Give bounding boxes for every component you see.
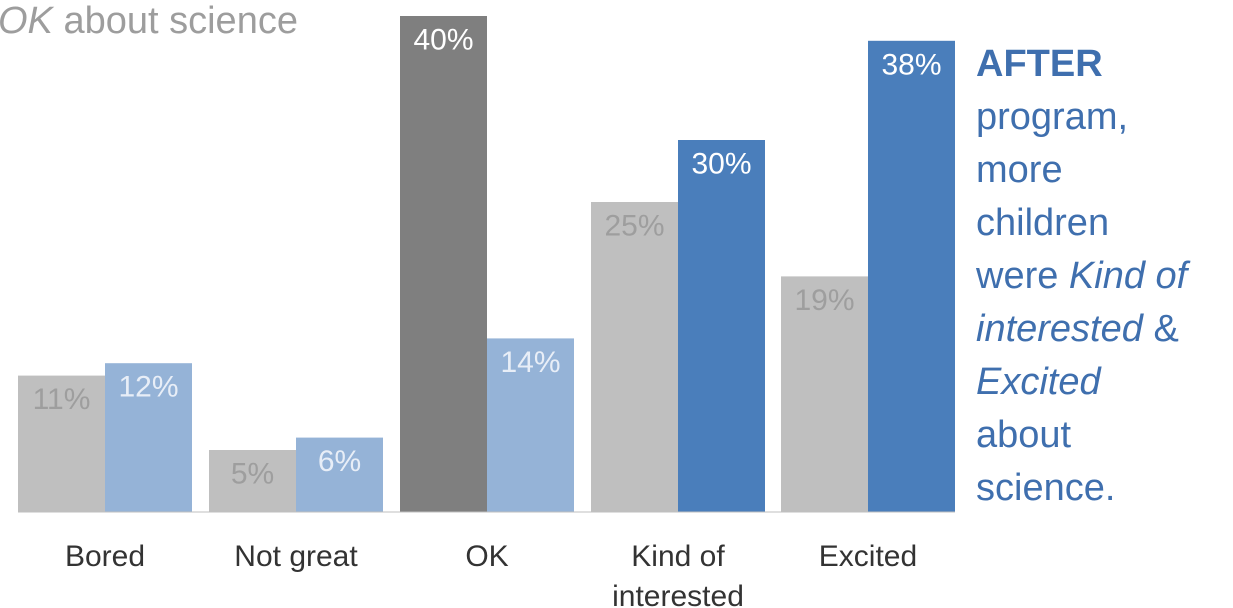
data-label: 11% (33, 383, 91, 416)
bar-before-2 (400, 16, 487, 512)
data-label: 40% (413, 24, 473, 57)
annotation-emphasis: interested (976, 308, 1143, 350)
data-label: 5% (231, 458, 274, 491)
data-label: 30% (691, 148, 751, 181)
x-tick-label: Bored (65, 540, 145, 573)
bar-after-0 (105, 363, 192, 512)
chart-subtitle: OK about science (0, 0, 298, 43)
bar-after-3 (678, 140, 765, 512)
annotation-line: program, (976, 96, 1129, 138)
x-tick-label: Kind of (631, 540, 725, 573)
data-label: 25% (604, 210, 664, 243)
data-label: 19% (794, 284, 854, 317)
x-tick-label: Excited (819, 540, 917, 573)
x-tick-label: interested (612, 580, 744, 608)
subtitle-rest: about science (52, 0, 298, 42)
bar-before-3 (591, 202, 678, 512)
data-label: 14% (500, 346, 560, 379)
bar-before-1 (209, 450, 296, 512)
annotation-line: science. (976, 467, 1116, 509)
annotation-line: & (1142, 308, 1179, 350)
annotation-after: AFTER (976, 43, 1103, 85)
data-label: 38% (881, 48, 941, 81)
bar-before-0 (18, 375, 105, 512)
annotation-emphasis: Excited (976, 361, 1101, 403)
annotation-emphasis: Kind of (1068, 255, 1188, 297)
bar-after-1 (296, 437, 383, 512)
subtitle-emphasis: OK (0, 0, 53, 42)
bar-before-4 (781, 276, 868, 512)
annotation-text: AFTER program, more children were Kind o… (976, 38, 1233, 515)
data-label: 12% (118, 371, 178, 404)
x-tick-label: OK (465, 540, 508, 573)
bar-after-4 (868, 40, 955, 513)
annotation-line: more (976, 149, 1063, 191)
annotation-line: children (976, 202, 1110, 244)
annotation-line: were (976, 255, 1069, 297)
bar-after-2 (487, 338, 574, 512)
data-label: 6% (318, 445, 361, 478)
x-tick-label: Not great (234, 540, 358, 573)
annotation-line: about (976, 414, 1072, 456)
